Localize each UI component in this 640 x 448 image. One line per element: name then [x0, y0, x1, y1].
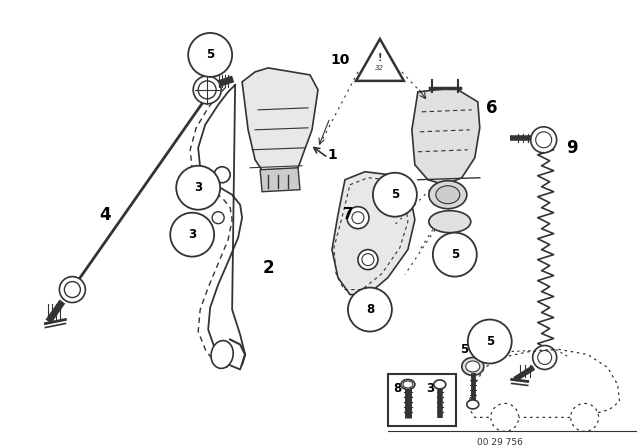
- Polygon shape: [242, 68, 318, 178]
- Text: !: !: [378, 53, 382, 63]
- Circle shape: [531, 127, 557, 153]
- Circle shape: [212, 212, 224, 224]
- Circle shape: [491, 403, 518, 431]
- Circle shape: [65, 282, 81, 297]
- Circle shape: [433, 233, 477, 276]
- Text: 1: 1: [327, 148, 337, 162]
- Circle shape: [214, 167, 230, 183]
- Bar: [388, 375, 456, 426]
- Circle shape: [352, 212, 364, 224]
- Text: 5: 5: [451, 248, 459, 261]
- Ellipse shape: [401, 379, 415, 389]
- Circle shape: [358, 250, 378, 270]
- Polygon shape: [332, 172, 415, 295]
- Text: 6: 6: [486, 99, 497, 117]
- Ellipse shape: [436, 186, 460, 204]
- Text: 9: 9: [566, 139, 577, 157]
- Text: 4: 4: [99, 206, 111, 224]
- Text: 2: 2: [262, 258, 274, 276]
- Ellipse shape: [467, 400, 479, 409]
- Text: 7: 7: [342, 207, 353, 222]
- Circle shape: [198, 81, 216, 99]
- Text: 5: 5: [486, 335, 494, 348]
- Text: 00 29 756: 00 29 756: [477, 438, 523, 447]
- Text: 10: 10: [330, 53, 349, 67]
- Text: 5: 5: [460, 343, 468, 356]
- Text: 5: 5: [206, 48, 214, 61]
- Circle shape: [571, 403, 598, 431]
- Polygon shape: [260, 168, 300, 192]
- Circle shape: [532, 345, 557, 370]
- Text: 3: 3: [188, 228, 196, 241]
- Ellipse shape: [462, 358, 484, 375]
- Circle shape: [373, 173, 417, 217]
- Circle shape: [170, 213, 214, 257]
- Circle shape: [348, 288, 392, 332]
- Circle shape: [362, 254, 374, 266]
- Text: 32: 32: [376, 65, 385, 71]
- Text: 3: 3: [426, 383, 434, 396]
- Circle shape: [468, 319, 512, 363]
- Circle shape: [536, 132, 552, 148]
- Text: 5: 5: [391, 188, 399, 201]
- Text: 8: 8: [393, 383, 401, 396]
- Ellipse shape: [466, 361, 480, 372]
- Ellipse shape: [211, 340, 233, 368]
- Text: 3: 3: [194, 181, 202, 194]
- Ellipse shape: [403, 381, 413, 388]
- Circle shape: [193, 76, 221, 104]
- Circle shape: [538, 350, 552, 365]
- Ellipse shape: [434, 380, 446, 389]
- Circle shape: [60, 276, 85, 302]
- Polygon shape: [356, 39, 404, 81]
- Ellipse shape: [429, 181, 467, 209]
- Ellipse shape: [429, 211, 471, 233]
- Text: 8: 8: [366, 303, 374, 316]
- Polygon shape: [412, 88, 480, 185]
- Circle shape: [347, 207, 369, 228]
- Circle shape: [188, 33, 232, 77]
- Circle shape: [176, 166, 220, 210]
